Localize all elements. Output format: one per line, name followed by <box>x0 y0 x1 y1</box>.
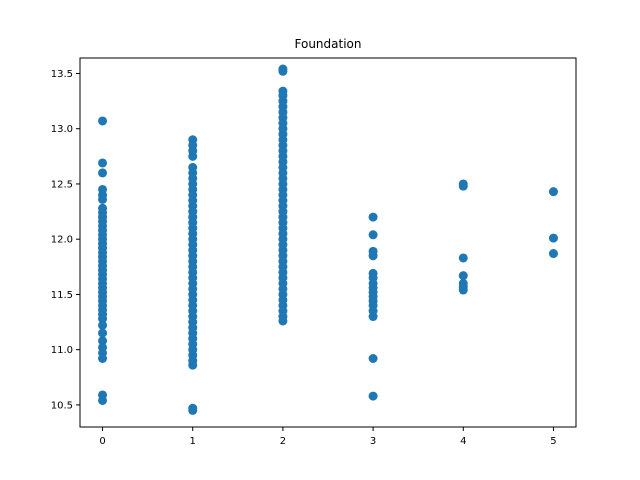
data-point <box>98 116 108 126</box>
data-point <box>548 187 558 197</box>
data-point <box>458 181 468 191</box>
y-tick-label: 11.5 <box>51 290 73 301</box>
chart-title: Foundation <box>295 37 362 51</box>
data-point <box>368 391 378 401</box>
x-tick-label: 0 <box>99 436 105 447</box>
data-point <box>368 230 378 240</box>
x-tick-label: 5 <box>550 436 556 447</box>
data-point <box>98 354 108 364</box>
data-point <box>98 328 108 338</box>
data-point <box>278 316 288 326</box>
data-point <box>98 194 108 204</box>
y-tick-label: 13.0 <box>51 124 73 135</box>
y-axis: 10.5 11.0 11.5 12.0 12.5 13.0 13.5 <box>51 69 80 411</box>
data-point <box>548 233 558 243</box>
data-point <box>98 320 108 330</box>
y-tick-label: 13.5 <box>51 69 73 80</box>
y-tick-label: 12.0 <box>51 235 73 246</box>
data-point <box>548 249 558 259</box>
data-point <box>458 253 468 263</box>
x-tick-label: 2 <box>280 436 286 447</box>
data-point <box>278 66 288 76</box>
data-point <box>368 354 378 364</box>
x-tick-label: 1 <box>190 436 196 447</box>
x-tick-label: 4 <box>460 436 466 447</box>
data-points <box>98 64 558 415</box>
x-tick-label: 3 <box>370 436 376 447</box>
data-point <box>188 405 198 415</box>
y-tick-label: 11.0 <box>51 345 73 356</box>
x-axis: 0 1 2 3 4 5 <box>99 427 557 447</box>
data-point <box>188 360 198 370</box>
data-point <box>368 212 378 222</box>
data-point <box>368 312 378 322</box>
data-point <box>188 151 198 161</box>
data-point <box>98 336 108 346</box>
data-point <box>368 251 378 261</box>
data-point <box>458 271 468 281</box>
y-tick-label: 12.5 <box>51 179 73 190</box>
data-point <box>458 285 468 295</box>
data-point <box>98 395 108 405</box>
data-point <box>98 158 108 168</box>
data-point <box>98 314 108 324</box>
plot-frame <box>79 57 577 428</box>
y-tick-label: 10.5 <box>51 400 73 411</box>
data-point <box>98 168 108 178</box>
